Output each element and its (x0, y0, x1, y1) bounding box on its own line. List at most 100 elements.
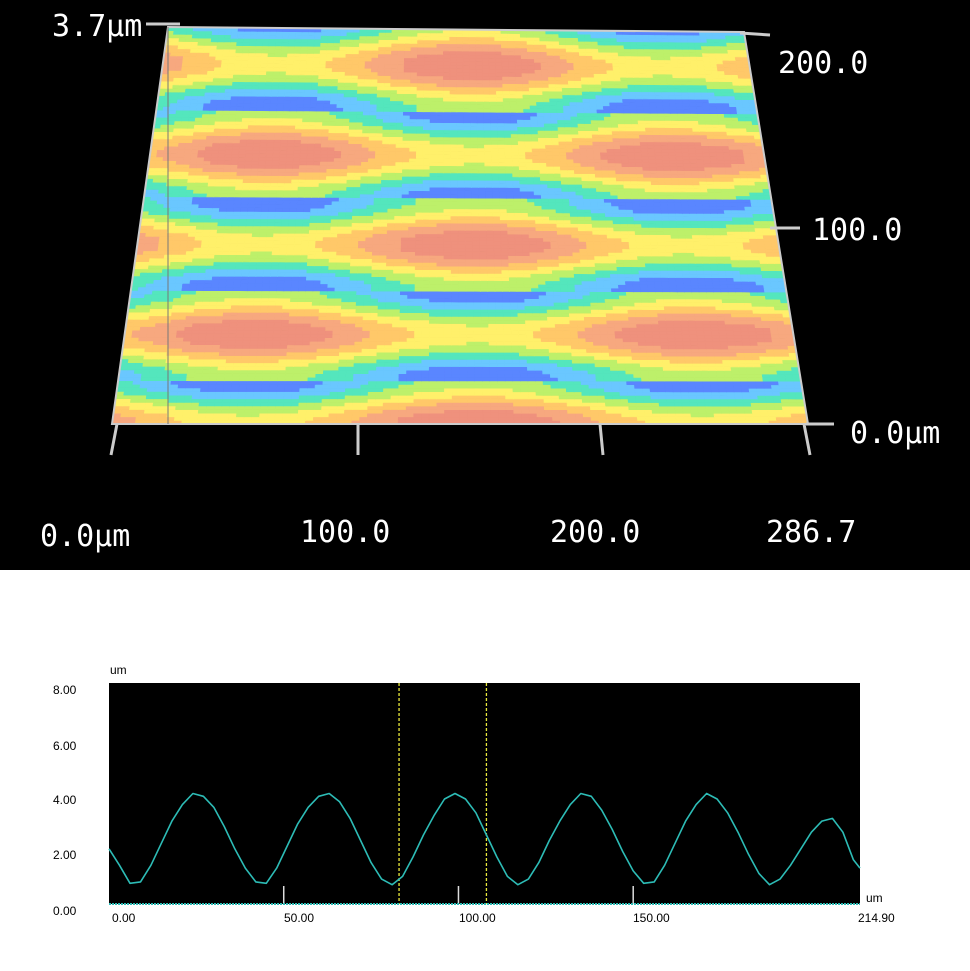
surface-cell (481, 359, 490, 364)
surface-cell (262, 279, 271, 284)
surface-cell (393, 240, 402, 245)
surface-cell (405, 412, 415, 418)
surface-cell (729, 416, 739, 421)
surface-cell (186, 243, 195, 248)
surface-cell (637, 262, 646, 268)
surface-cell (481, 362, 490, 368)
surface-cell (609, 273, 619, 278)
surface-cell (421, 366, 430, 371)
surface-cell (215, 384, 225, 389)
surface-cell (178, 311, 187, 317)
surface-cell (222, 311, 232, 317)
surface-cell (362, 333, 371, 339)
surface-cell (604, 302, 614, 307)
surface-cell (225, 279, 235, 284)
surface-cell (384, 330, 393, 335)
surface-cell (527, 369, 536, 375)
surface-cell (774, 355, 783, 361)
surface-cell (244, 398, 254, 403)
surface-cell (297, 409, 307, 414)
surface-cell (204, 344, 214, 349)
surface-cell (708, 255, 718, 261)
surface-cell (520, 409, 530, 414)
surface-cell (428, 362, 438, 367)
surface-cell (503, 355, 513, 360)
surface-cell (500, 251, 509, 256)
surface-cell (298, 279, 307, 285)
surface-cell (356, 283, 365, 288)
surface-cell (769, 327, 779, 332)
surface-cell (565, 255, 574, 260)
surface-cell (518, 330, 527, 335)
surface-cell (594, 259, 603, 264)
surface-cell (177, 322, 186, 328)
surface-cell (637, 334, 646, 339)
surface-cell (586, 362, 596, 368)
surface-cell (466, 351, 475, 357)
surface-cell (472, 255, 481, 260)
surface-cell (511, 366, 521, 371)
surface-cell (181, 225, 190, 230)
surface-cell (292, 261, 301, 267)
surface-cell (179, 243, 188, 248)
surface-cell (473, 301, 482, 307)
surface-cell (230, 304, 240, 310)
surface-cell (428, 373, 438, 378)
surface-cell (239, 369, 249, 374)
surface-cell (351, 416, 361, 421)
surface-cell (567, 416, 577, 421)
surface-cell (472, 298, 482, 303)
surface-cell (358, 226, 367, 231)
surface-cell (705, 412, 715, 418)
surface-cell (275, 398, 285, 403)
surface-cell (691, 355, 701, 361)
surface-cell (746, 323, 756, 329)
surface-cell (656, 309, 666, 314)
surface-cell (300, 362, 310, 367)
surface-cell (473, 319, 482, 324)
surface-cell (537, 266, 546, 271)
surface-cell (583, 312, 592, 318)
surface-cell (421, 351, 430, 357)
surface-cell (458, 265, 466, 271)
surface-cell (207, 315, 217, 320)
surface-cell (620, 309, 629, 314)
surface-cell (299, 387, 308, 392)
surface-cell (361, 344, 370, 349)
surface-cell (391, 351, 400, 357)
surface-cell (601, 355, 610, 360)
surface-cell (406, 319, 416, 324)
surface-cell (735, 348, 745, 354)
surface-cell (707, 248, 717, 253)
surface-cell (356, 272, 365, 278)
surface-cell (301, 225, 310, 231)
surface-cell (702, 266, 712, 271)
surface-cell (134, 308, 144, 313)
surface-cell (739, 270, 748, 275)
surface-cell (327, 287, 336, 292)
surface-cell (782, 409, 792, 414)
surface-cell (209, 225, 219, 230)
surface-cell (723, 263, 733, 268)
surface-cell (678, 245, 688, 250)
surface-cell (265, 232, 275, 238)
surface-cell (244, 315, 253, 320)
surface-cell (588, 387, 598, 393)
surface-cell (429, 287, 438, 292)
surface-cell (360, 376, 369, 382)
surface-cell (215, 387, 225, 392)
surface-cell (740, 227, 749, 232)
surface-cell (291, 272, 300, 277)
surface-cell (586, 248, 595, 253)
surface-cell (277, 369, 287, 374)
surface-cell (644, 416, 654, 421)
surface-cell (407, 236, 416, 242)
surface-cell (663, 377, 673, 382)
surface-cell (534, 377, 544, 382)
surface-cell (713, 412, 723, 418)
surface-cell (532, 330, 542, 335)
surface-cell (358, 229, 367, 234)
surface-cell (528, 237, 537, 242)
surface-cell (735, 295, 745, 300)
surface-cell (308, 355, 318, 360)
